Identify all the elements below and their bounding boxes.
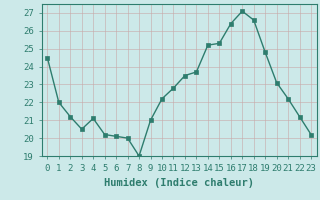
X-axis label: Humidex (Indice chaleur): Humidex (Indice chaleur) — [104, 178, 254, 188]
